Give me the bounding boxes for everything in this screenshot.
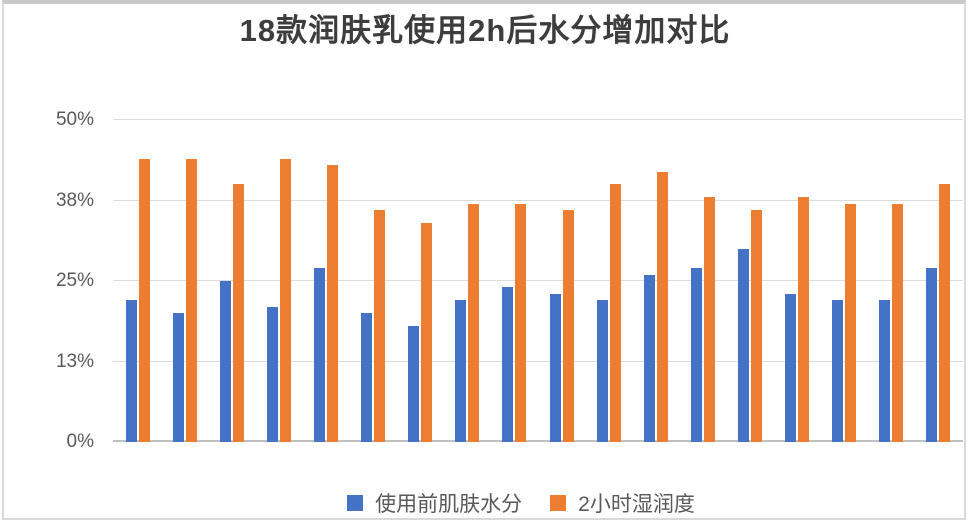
bar-2h-moisture-18 <box>939 184 951 442</box>
bar-before-use-12 <box>643 274 655 442</box>
bar-group-3 <box>208 120 255 442</box>
bar-2h-moisture-8 <box>468 203 480 442</box>
bar-2h-moisture-11 <box>609 184 621 442</box>
bar-2h-moisture-3 <box>232 184 244 442</box>
gridline-13% <box>113 360 963 362</box>
gridline-50% <box>113 119 963 120</box>
bar-2h-moisture-14 <box>750 210 762 442</box>
chart-title: 18款润肤乳使用2h后水分增加对比 <box>239 13 731 48</box>
bar-group-16 <box>821 120 868 442</box>
bar-2h-moisture-6 <box>374 210 386 442</box>
gridline-25% <box>113 280 963 281</box>
y-tick-label-13%: 13% <box>55 350 94 372</box>
bar-before-use-10 <box>549 293 561 442</box>
bar-group-2 <box>161 120 208 442</box>
bar-before-use-4 <box>266 306 278 442</box>
y-tick-label-38%: 38% <box>55 189 94 211</box>
bar-group-11 <box>585 120 632 442</box>
bar-before-use-3 <box>219 281 231 442</box>
bar-group-7 <box>397 120 444 442</box>
legend-label-2h-moisture: 2小时湿润度 <box>578 493 695 516</box>
bar-2h-moisture-16 <box>845 203 857 442</box>
bar-group-10 <box>538 120 585 442</box>
bar-group-8 <box>444 120 491 442</box>
bar-before-use-11 <box>596 300 608 442</box>
bar-before-use-2 <box>172 313 184 442</box>
bar-2h-moisture-9 <box>515 203 527 442</box>
bar-before-use-14 <box>737 248 749 442</box>
bar-group-15 <box>774 120 821 442</box>
legend-label-before-use: 使用前肌肤水分 <box>375 493 523 516</box>
bar-2h-moisture-17 <box>892 203 904 442</box>
bar-before-use-13 <box>690 268 702 442</box>
bar-2h-moisture-2 <box>185 158 197 442</box>
bar-before-use-6 <box>361 313 373 442</box>
bar-before-use-1 <box>125 300 137 442</box>
bar-before-use-16 <box>832 300 844 442</box>
bar-before-use-7 <box>408 326 420 442</box>
bar-group-5 <box>302 120 349 442</box>
legend-item-2h-moisture: 2小时湿润度 <box>550 488 695 518</box>
bar-group-13 <box>679 120 726 442</box>
bar-group-12 <box>632 120 679 442</box>
bar-2h-moisture-13 <box>703 197 715 442</box>
bar-group-9 <box>491 120 538 442</box>
bar-before-use-17 <box>879 300 891 442</box>
bar-2h-moisture-1 <box>138 158 150 442</box>
bar-groups <box>113 120 963 442</box>
bar-2h-moisture-7 <box>421 223 433 442</box>
y-tick-label-25%: 25% <box>55 270 94 291</box>
y-tick-label-50%: 50% <box>55 109 94 130</box>
bar-2h-moisture-5 <box>326 165 338 442</box>
bar-group-4 <box>255 120 302 442</box>
bar-group-18 <box>915 120 962 442</box>
bar-before-use-9 <box>502 287 514 442</box>
gridline-38% <box>113 199 963 201</box>
y-tick-label-0%: 0% <box>66 431 94 452</box>
legend: 使用前肌肤水分 2小时湿润度 <box>36 488 970 518</box>
bar-before-use-8 <box>455 300 467 442</box>
bar-before-use-15 <box>785 293 797 442</box>
legend-swatch-orange <box>550 495 567 511</box>
bar-2h-moisture-15 <box>798 197 810 442</box>
bar-group-6 <box>350 120 397 442</box>
legend-swatch-blue <box>347 495 364 511</box>
bar-group-17 <box>868 120 915 442</box>
gridline-0% <box>113 440 963 442</box>
y-axis: 0% 13% 25% 38% 50% <box>28 109 94 452</box>
legend-item-before-use: 使用前肌肤水分 <box>347 488 522 518</box>
bar-group-1 <box>114 120 161 442</box>
bar-2h-moisture-12 <box>656 171 668 442</box>
plot-area <box>113 119 963 442</box>
bar-before-use-5 <box>313 268 325 442</box>
bar-2h-moisture-10 <box>562 210 574 442</box>
bar-group-14 <box>726 120 773 442</box>
bar-2h-moisture-4 <box>279 158 291 442</box>
bar-before-use-18 <box>926 268 938 442</box>
